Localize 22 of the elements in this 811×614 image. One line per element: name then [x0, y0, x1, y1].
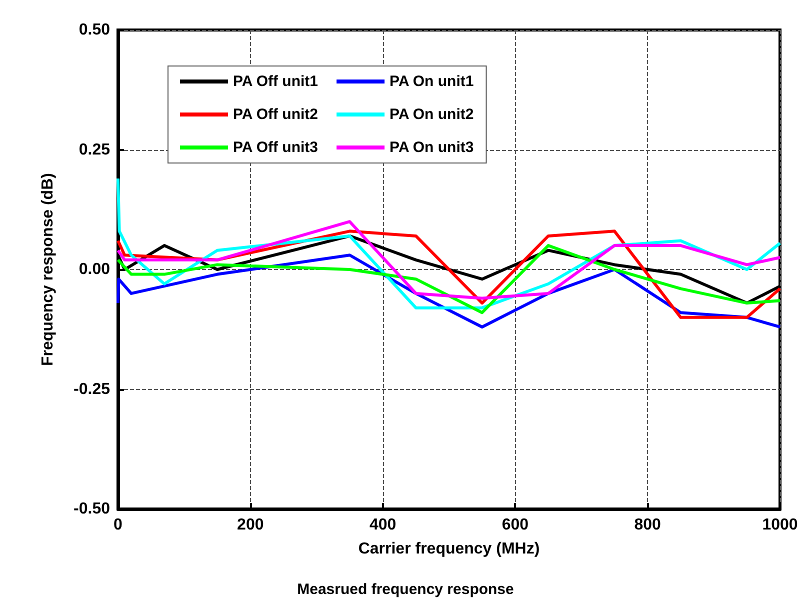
x-axis-title: Carrier frequency (MHz)	[358, 540, 540, 558]
legend-label: PA On unit1	[390, 73, 474, 90]
line-series	[116, 220, 782, 300]
y-tick-label: 0.25	[78, 141, 110, 158]
y-tick-label: 0.00	[78, 261, 110, 278]
legend-label: PA Off unit2	[233, 106, 318, 123]
x-tick-label: 800	[634, 516, 662, 534]
x-tick-label: 600	[502, 516, 529, 534]
legend-label: PA On unit2	[390, 106, 474, 123]
x-tick-label: 0	[114, 516, 123, 534]
y-tick-label: -0.25	[74, 380, 110, 398]
legend-label: PA Off unit1	[233, 73, 318, 90]
y-axis-title: Frequency response (dB)	[40, 173, 56, 366]
legend-label: PA Off unit3	[233, 139, 318, 156]
x-tick-label: 400	[369, 516, 396, 534]
x-tick-label: 1000	[762, 516, 798, 534]
text: Measrued frequency response	[297, 581, 514, 598]
x-tick-label: 200	[237, 516, 264, 534]
legend-label: PA On unit3	[390, 139, 474, 156]
y-tick-label: -0.50	[74, 500, 110, 518]
line-series	[116, 244, 782, 314]
y-tick-label: 0.50	[78, 22, 110, 38]
